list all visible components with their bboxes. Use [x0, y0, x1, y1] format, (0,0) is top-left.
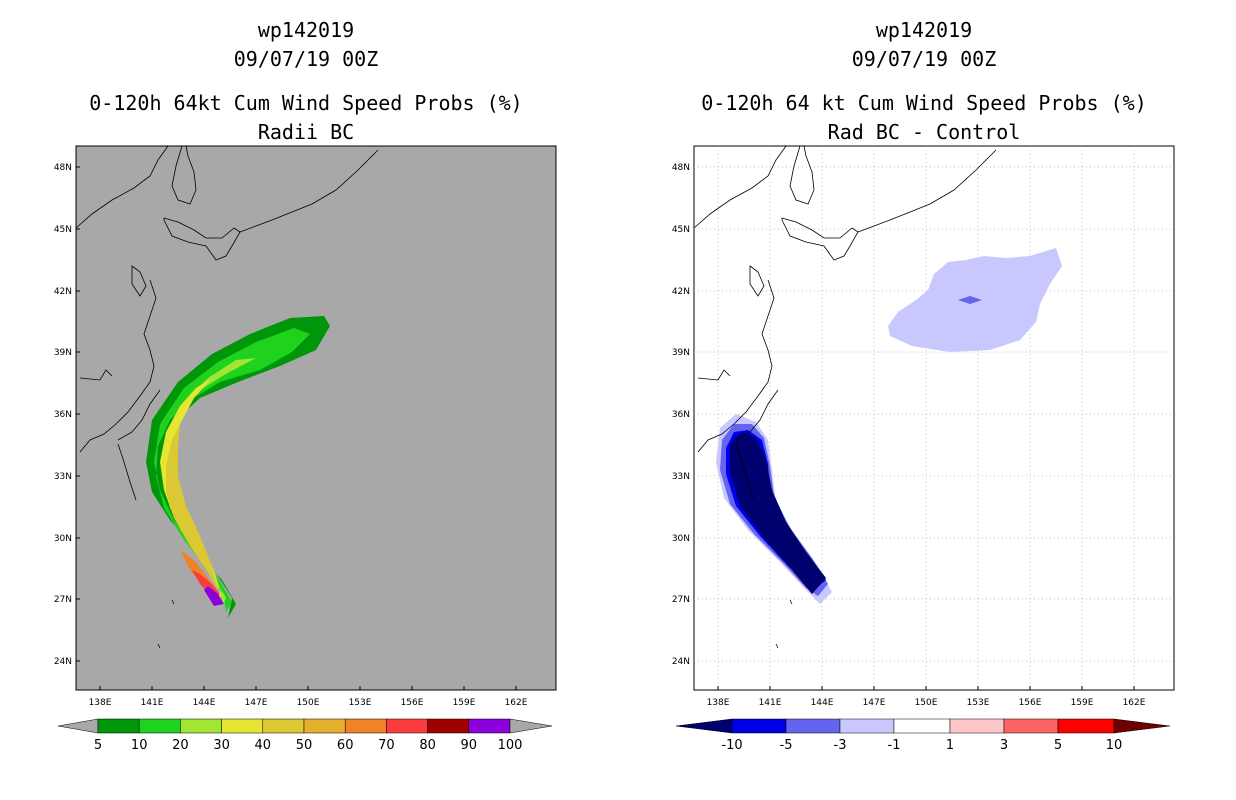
right-y-tick-label: 36N	[672, 410, 690, 420]
left-y-tick-label: 42N	[54, 287, 72, 297]
right-chart-title: 0-120h 64 kt Cum Wind Speed Probs (%)	[701, 91, 1147, 115]
left-x-tick-label: 150E	[297, 698, 320, 708]
right-colorbar-label: -1	[888, 738, 901, 753]
left-y-tick-label: 33N	[54, 472, 72, 482]
right-y-tick-label: 39N	[672, 348, 690, 358]
left-contour-100	[204, 586, 224, 606]
right-y-tick-label: 33N	[672, 472, 690, 482]
right-contour-minus10	[730, 432, 826, 594]
left-x-tick-label: 153E	[349, 698, 372, 708]
left-colorbar-label: 80	[419, 738, 436, 753]
right-colorbar-label: -5	[780, 738, 793, 753]
left-y-tick-label: 27N	[54, 595, 72, 605]
left-x-tick-label: 141E	[141, 698, 164, 708]
left-coastlines	[75, 145, 379, 649]
right-x-tick-label: 138E	[707, 698, 730, 708]
right-y-tick-label: 27N	[672, 595, 690, 605]
left-y-tick-label: 30N	[54, 534, 72, 544]
right-colorbar-extend-low	[675, 718, 733, 734]
right-colorbar-swatch	[893, 718, 951, 734]
left-colorbar-label: 100	[498, 738, 523, 753]
right-colorbar-swatch	[839, 718, 895, 734]
right-y-tick-label: 42N	[672, 287, 690, 297]
right-difference-field	[716, 248, 1062, 604]
left-colorbar-label: 70	[378, 738, 395, 753]
left-y-tick-label: 24N	[54, 657, 72, 667]
left-y-tick-label: 45N	[54, 225, 72, 235]
right-x-tick-label: 150E	[915, 698, 938, 708]
left-colorbar-extend-high	[509, 718, 553, 734]
right-map-background	[693, 145, 1175, 691]
right-colorbar-label: 1	[946, 738, 954, 753]
right-x-tick-label: 144E	[811, 698, 834, 708]
right-gridlines	[694, 146, 1174, 690]
right-x-tick-label: 159E	[1071, 698, 1094, 708]
left-x-tick-label: 138E	[89, 698, 112, 708]
left-chart-title: 0-120h 64kt Cum Wind Speed Probs (%)	[89, 91, 523, 115]
left-y-tick-label: 36N	[54, 410, 72, 420]
left-colorbar-label: 20	[172, 738, 189, 753]
right-contour-minus3-north	[958, 296, 982, 304]
right-colorbar-label: -10	[721, 738, 742, 753]
right-x-tick-label: 153E	[967, 698, 990, 708]
right-colorbar-label: 3	[1000, 738, 1008, 753]
right-x-tick-label: 147E	[863, 698, 886, 708]
left-colorbar	[57, 718, 553, 734]
right-coastlines	[693, 145, 997, 649]
right-colorbar-extend-high	[1113, 718, 1171, 734]
left-colorbar-label: 10	[131, 738, 148, 753]
right-colorbar-swatch	[731, 718, 787, 734]
right-colorbar-label: 5	[1054, 738, 1062, 753]
right-y-tick-label: 45N	[672, 225, 690, 235]
left-y-tick-label: 48N	[54, 163, 72, 173]
left-colorbar-label: 60	[337, 738, 354, 753]
left-x-ticks	[99, 686, 517, 690]
left-probability-swath	[146, 316, 330, 618]
right-x-ticks	[717, 686, 1135, 690]
right-colorbar-swatch	[1003, 718, 1059, 734]
left-storm-id: wp142019	[257, 18, 355, 42]
left-contour-40	[166, 424, 220, 600]
left-colorbar-label: 90	[461, 738, 478, 753]
right-y-tick-label: 30N	[672, 534, 690, 544]
right-colorbar-label: 10	[1106, 738, 1123, 753]
left-x-tick-label: 147E	[245, 698, 268, 708]
left-colorbar-label: 5	[94, 738, 102, 753]
right-x-tick-label: 141E	[759, 698, 782, 708]
right-date: 09/07/19 00Z	[851, 47, 997, 71]
left-y-ticks	[76, 166, 80, 662]
right-chart-subtitle: Rad BC - Control	[827, 120, 1021, 144]
left-x-tick-label: 144E	[193, 698, 216, 708]
left-x-tick-label: 162E	[505, 698, 528, 708]
right-colorbar-swatch	[1057, 718, 1115, 734]
left-colorbar-label: 50	[296, 738, 313, 753]
right-x-tick-label: 156E	[1019, 698, 1042, 708]
left-x-tick-label: 159E	[453, 698, 476, 708]
left-colorbar-label: 40	[255, 738, 272, 753]
left-date: 09/07/19 00Z	[233, 47, 379, 71]
right-colorbar-swatch	[949, 718, 1005, 734]
left-chart-subtitle: Radii BC	[257, 120, 355, 144]
right-y-tick-label: 24N	[672, 657, 690, 667]
left-colorbar-label: 30	[213, 738, 230, 753]
right-colorbar-swatch	[785, 718, 841, 734]
right-x-tick-label: 162E	[1123, 698, 1146, 708]
left-y-tick-label: 39N	[54, 348, 72, 358]
left-x-tick-label: 156E	[401, 698, 424, 708]
right-storm-id: wp142019	[875, 18, 973, 42]
right-y-tick-label: 48N	[672, 163, 690, 173]
right-colorbar-label: -3	[834, 738, 847, 753]
right-colorbar	[675, 718, 1171, 734]
